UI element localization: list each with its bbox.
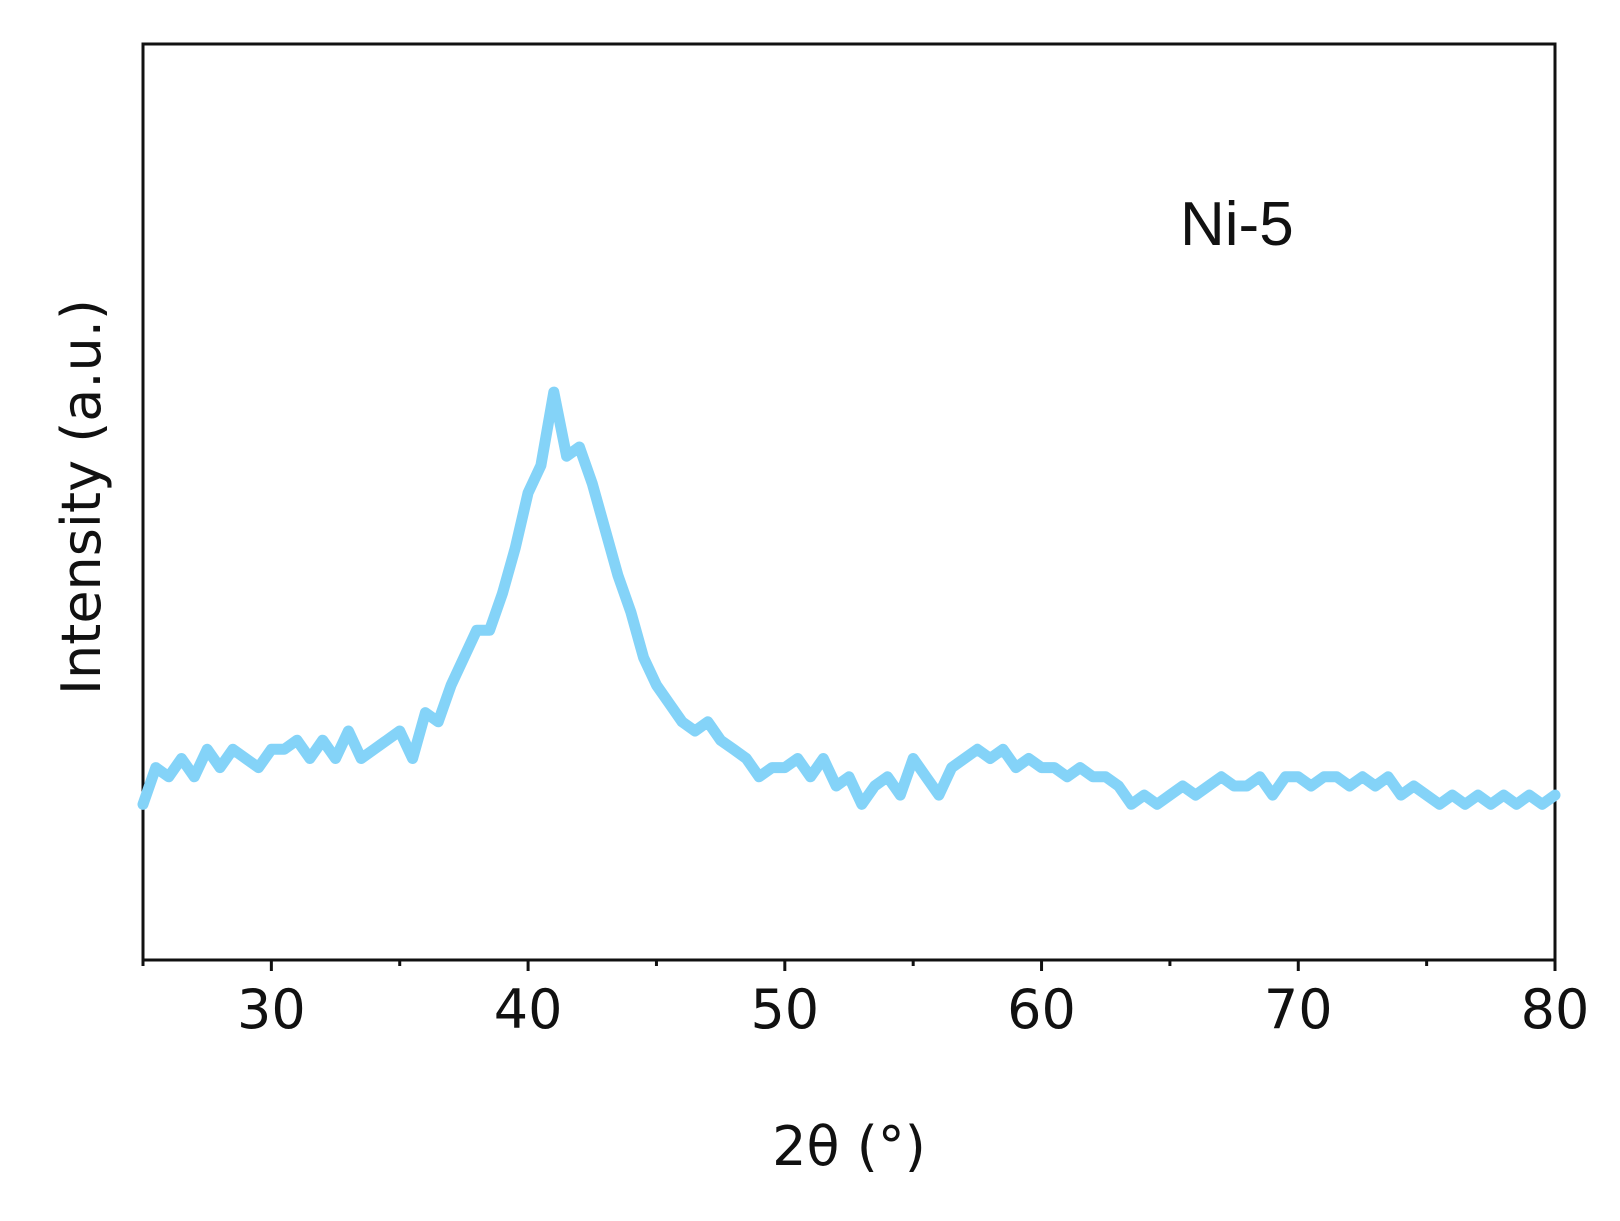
series-line (137, 386, 1561, 810)
y-axis-label: Intensity (a.u.) (50, 299, 113, 695)
x-tick-label: 40 (494, 978, 563, 1041)
sample-label: Ni-5 (1180, 190, 1294, 259)
x-axis-label: 2θ (°) (772, 1115, 926, 1178)
x-tick-label: 30 (237, 978, 306, 1041)
plot-frame (141, 42, 1557, 962)
x-tick-label: 60 (1007, 978, 1076, 1041)
x-tick-label: 70 (1264, 978, 1333, 1041)
x-axis: 30 40 50 60 70 80 (141, 960, 1590, 1041)
x-tick-label: 50 (750, 978, 819, 1041)
x-tick-label: 80 (1521, 978, 1590, 1041)
